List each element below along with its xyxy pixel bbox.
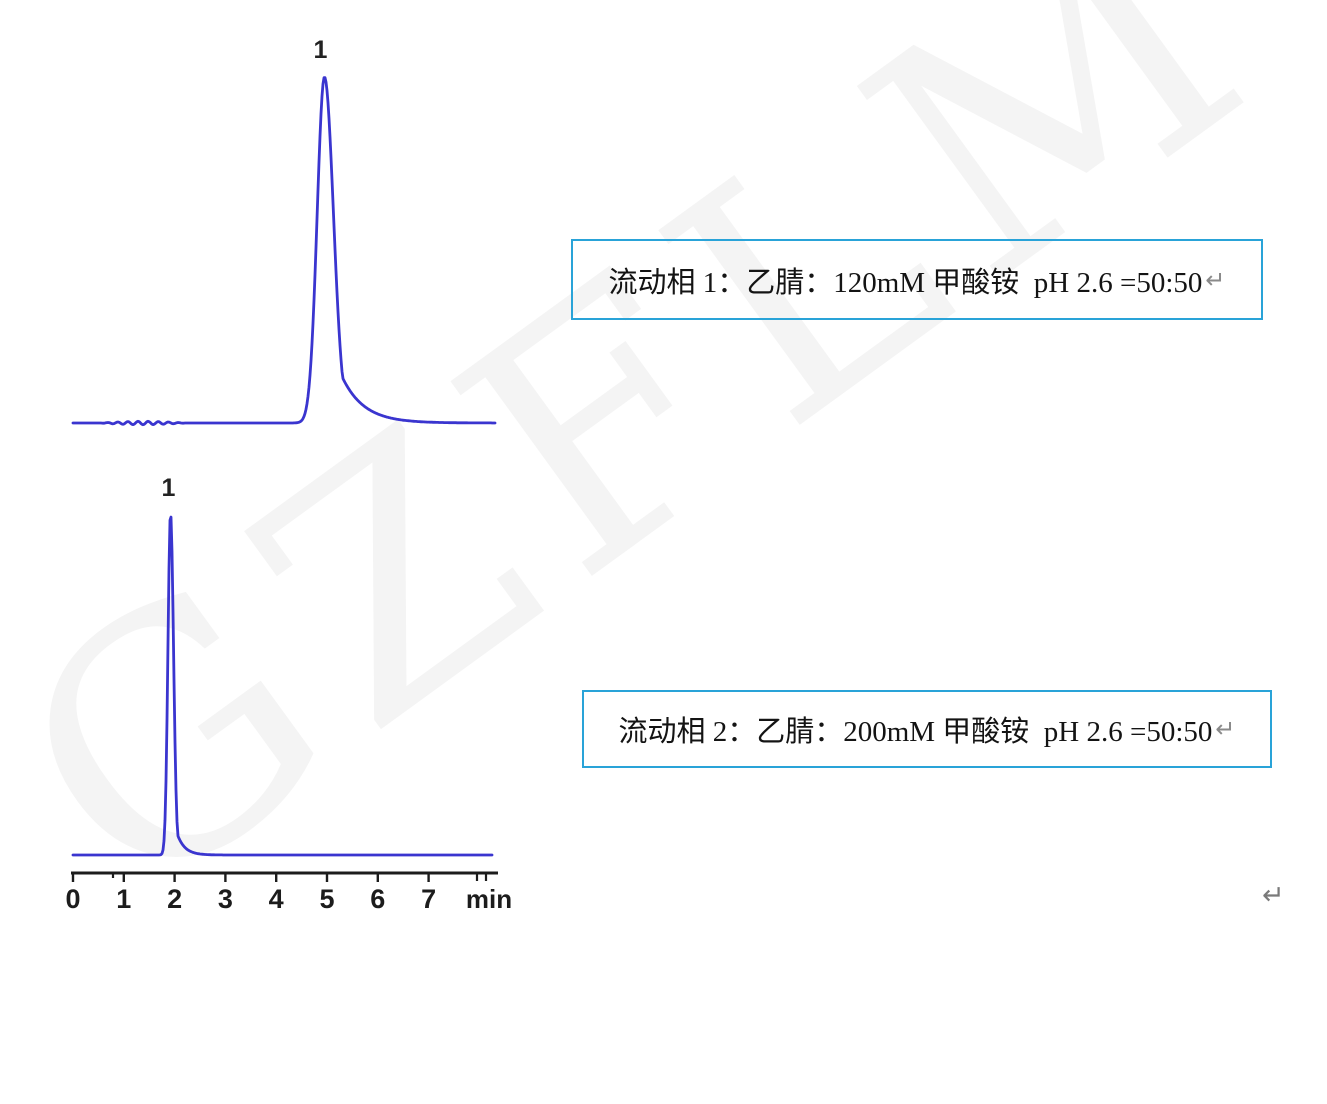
- return-mark-icon: ↵: [1205, 265, 1226, 294]
- mobile-phase-2-textbox[interactable]: 流动相 2：乙腈：200mM 甲酸铵 pH 2.6 =50:50 ↵: [582, 690, 1272, 768]
- mobile-phase-1-textbox[interactable]: 流动相 1：乙腈：120mM 甲酸铵 pH 2.6 =50:50 ↵: [571, 239, 1263, 320]
- x-axis-unit-label: min: [466, 884, 512, 914]
- x-tick-label: 1: [116, 884, 131, 914]
- chromatogram-2[interactable]: 1 0 1 2 3 4 5 6 7 min: [65, 474, 512, 914]
- x-tick-label: 3: [218, 884, 233, 914]
- document-page: GZFLM 1 1 0 1 2 3 4 5 6 7 min 流动相 1：乙腈：120mM 甲酸铵 p…: [0, 0, 1327, 982]
- x-tick-label: 7: [421, 884, 436, 914]
- chromatograms-canvas[interactable]: 1 1 0 1 2 3 4 5 6 7 min: [0, 0, 1327, 982]
- peak-label: 1: [162, 474, 176, 502]
- mobile-phase-2-label: 流动相 2：乙腈：200mM 甲酸铵 pH 2.6 =50:50: [618, 716, 1213, 748]
- chromatogram-1[interactable]: 1: [71, 36, 497, 427]
- return-mark-icon: ↵: [1215, 715, 1236, 743]
- chromatogram-trace: [71, 76, 497, 427]
- peak-label: 1: [314, 36, 328, 64]
- x-tick-label: 5: [319, 884, 334, 914]
- paragraph-return-mark-icon: ↵: [1262, 880, 1285, 911]
- x-tick-label: 0: [65, 884, 80, 914]
- x-tick-label: 4: [269, 884, 284, 914]
- mobile-phase-1-label: 流动相 1：乙腈：120mM 甲酸铵 pH 2.6 =50:50: [608, 266, 1203, 299]
- chromatogram-trace: [71, 515, 494, 857]
- x-tick-label: 6: [370, 884, 385, 914]
- x-tick-label: 2: [167, 884, 182, 914]
